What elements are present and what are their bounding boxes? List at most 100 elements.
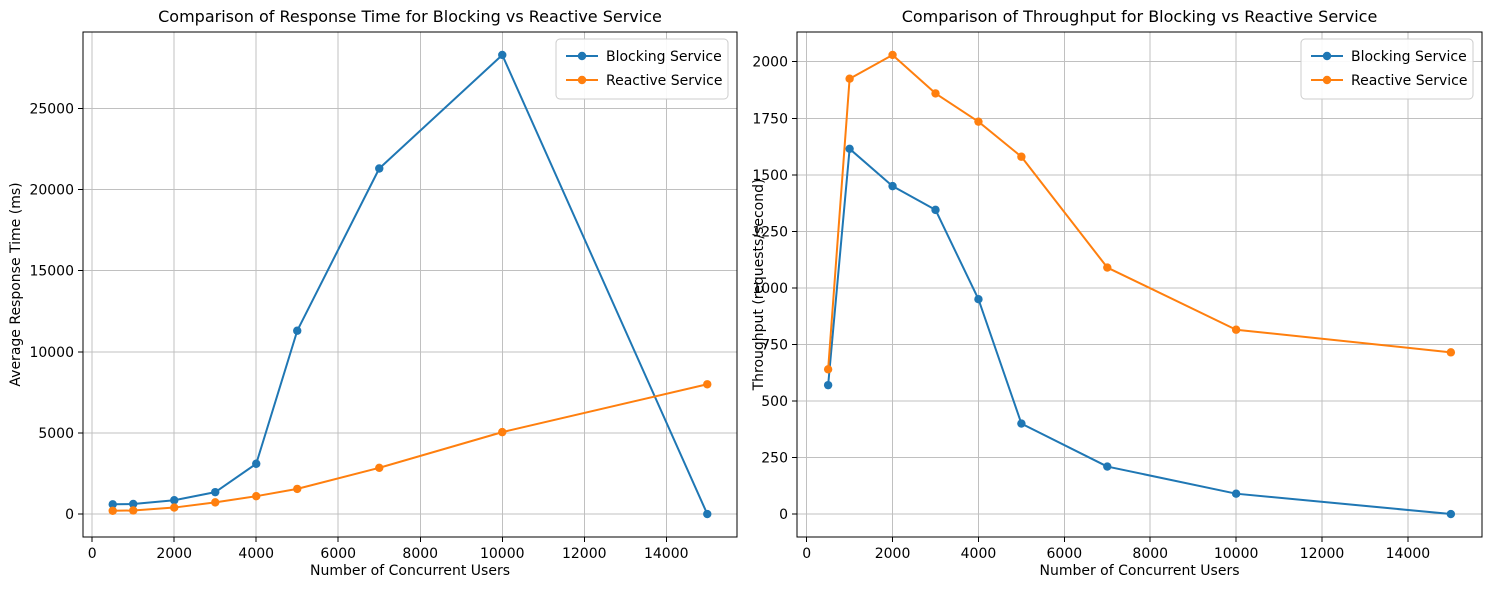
x-tick-label: 0 [88, 546, 97, 562]
legend-marker [1322, 75, 1332, 85]
data-point-marker [170, 503, 179, 512]
y-axis-label: Average Response Time (ms) [8, 182, 24, 386]
chart-panel-response-time: 0 2000 4000 6000 8000 10000 12000 14000 0 5000 100… [0, 0, 745, 590]
legend-entry: Blocking Service [1311, 49, 1467, 65]
legend: Blocking Service Reactive Service [1300, 38, 1474, 100]
y-tick-label: 250 [761, 451, 788, 467]
data-point-marker [888, 181, 897, 191]
y-tick-label: 20000 [29, 183, 74, 199]
data-point-marker [1103, 263, 1112, 272]
data-point-marker [129, 499, 138, 509]
x-tick-label: 6000 [320, 546, 356, 562]
data-point-marker [211, 498, 220, 507]
data-point-marker [888, 50, 897, 60]
data-point-marker [1446, 348, 1456, 357]
data-point-marker [211, 487, 220, 497]
plot-border [82, 31, 738, 538]
series-line-blocking-service [827, 147, 1452, 516]
data-point-marker [974, 294, 983, 304]
data-point-marker [931, 205, 940, 215]
x-tick-label: 4000 [238, 546, 274, 562]
legend-entry: Blocking Service [566, 49, 722, 65]
y-tick-label: 15000 [29, 264, 74, 280]
data-point-marker [293, 484, 302, 494]
data-point-marker [1446, 509, 1456, 519]
data-point-marker [1231, 325, 1241, 334]
y-tick-label: 1500 [752, 168, 788, 184]
x-tick-label: 8000 [1132, 546, 1168, 562]
y-tick-label: 0 [779, 507, 788, 523]
y-tick-label: 25000 [29, 101, 74, 117]
data-point-marker [170, 496, 179, 505]
series-line-blocking-service [111, 53, 709, 516]
x-tick-label: 14000 [644, 546, 689, 562]
y-tick-label: 0 [65, 507, 74, 523]
data-point-marker [375, 463, 384, 473]
legend-marker [577, 75, 587, 85]
data-point-marker [931, 89, 940, 98]
chart-title: Comparison of Throughput for Blocking vs… [902, 7, 1378, 26]
data-point-marker [703, 380, 712, 389]
series-line-reactive-service [111, 383, 709, 512]
data-point-marker [252, 459, 261, 468]
legend: Blocking Service Reactive Service [555, 38, 729, 100]
data-point-marker [375, 164, 384, 173]
data-point-marker [498, 50, 507, 60]
y-tick-label: 1000 [752, 281, 788, 297]
y-tick-label: 1750 [752, 111, 788, 127]
legend-label: Blocking Service [606, 49, 722, 65]
legend-label: Blocking Service [1351, 49, 1467, 65]
legend-box [1300, 38, 1474, 100]
plot-border [796, 31, 1483, 538]
x-tick-label: 12000 [1300, 546, 1345, 562]
data-point-marker [293, 326, 302, 335]
series-line-reactive-service [827, 53, 1452, 371]
data-point-marker [974, 117, 983, 126]
x-axis-label: Number of Concurrent Users [1039, 563, 1239, 579]
x-tick-label: 12000 [562, 546, 607, 562]
x-tick-label: 0 [802, 546, 811, 562]
data-point-marker [129, 506, 138, 515]
data-point-marker [845, 74, 854, 83]
y-tick-label: 1250 [752, 224, 788, 240]
data-point-marker [1017, 152, 1026, 161]
data-point-marker [823, 380, 833, 390]
x-tick-label: 2000 [875, 546, 911, 562]
x-axis-label: Number of Concurrent Users [310, 563, 510, 579]
data-point-marker [845, 144, 854, 154]
data-point-marker [1231, 489, 1241, 498]
chart-panel-throughput: 0 2000 4000 6000 8000 10000 12000 14000 0 250 500 7… [745, 0, 1490, 590]
throughput-chart: 0 2000 4000 6000 8000 10000 12000 14000 0 250 500 7… [751, 7, 1483, 579]
y-tick-label: 750 [761, 337, 788, 353]
data-point-marker [703, 509, 712, 519]
x-tick-label: 4000 [961, 546, 997, 562]
y-tick-label: 2000 [752, 55, 788, 71]
legend-label: Reactive Service [1351, 73, 1467, 89]
x-tick-label: 6000 [1047, 546, 1083, 562]
y-tick-label: 5000 [38, 426, 74, 442]
legend-label: Reactive Service [606, 73, 722, 89]
chart-title: Comparison of Response Time for Blocking… [158, 7, 662, 26]
legend-marker [577, 51, 587, 61]
y-tick-label: 10000 [29, 345, 74, 361]
x-tick-label: 10000 [1214, 546, 1259, 562]
data-point-marker [1017, 419, 1026, 428]
x-tick-label: 14000 [1386, 546, 1431, 562]
legend-entry: Reactive Service [1311, 73, 1467, 89]
data-point-marker [498, 427, 507, 437]
data-point-marker [108, 506, 117, 516]
legend-entry: Reactive Service [566, 73, 722, 89]
y-axis-label: Throughput (requests/second) [751, 179, 767, 392]
data-point-marker [1103, 462, 1112, 471]
data-point-marker [823, 365, 833, 374]
x-tick-label: 8000 [402, 546, 438, 562]
legend-marker [1322, 51, 1332, 61]
legend-box [555, 38, 729, 100]
x-tick-label: 2000 [156, 546, 192, 562]
data-point-marker [108, 500, 117, 509]
y-tick-label: 500 [761, 394, 788, 410]
response-time-chart: 0 2000 4000 6000 8000 10000 12000 14000 0 5000 100… [8, 7, 738, 579]
data-point-marker [252, 492, 261, 501]
x-tick-label: 10000 [480, 546, 525, 562]
